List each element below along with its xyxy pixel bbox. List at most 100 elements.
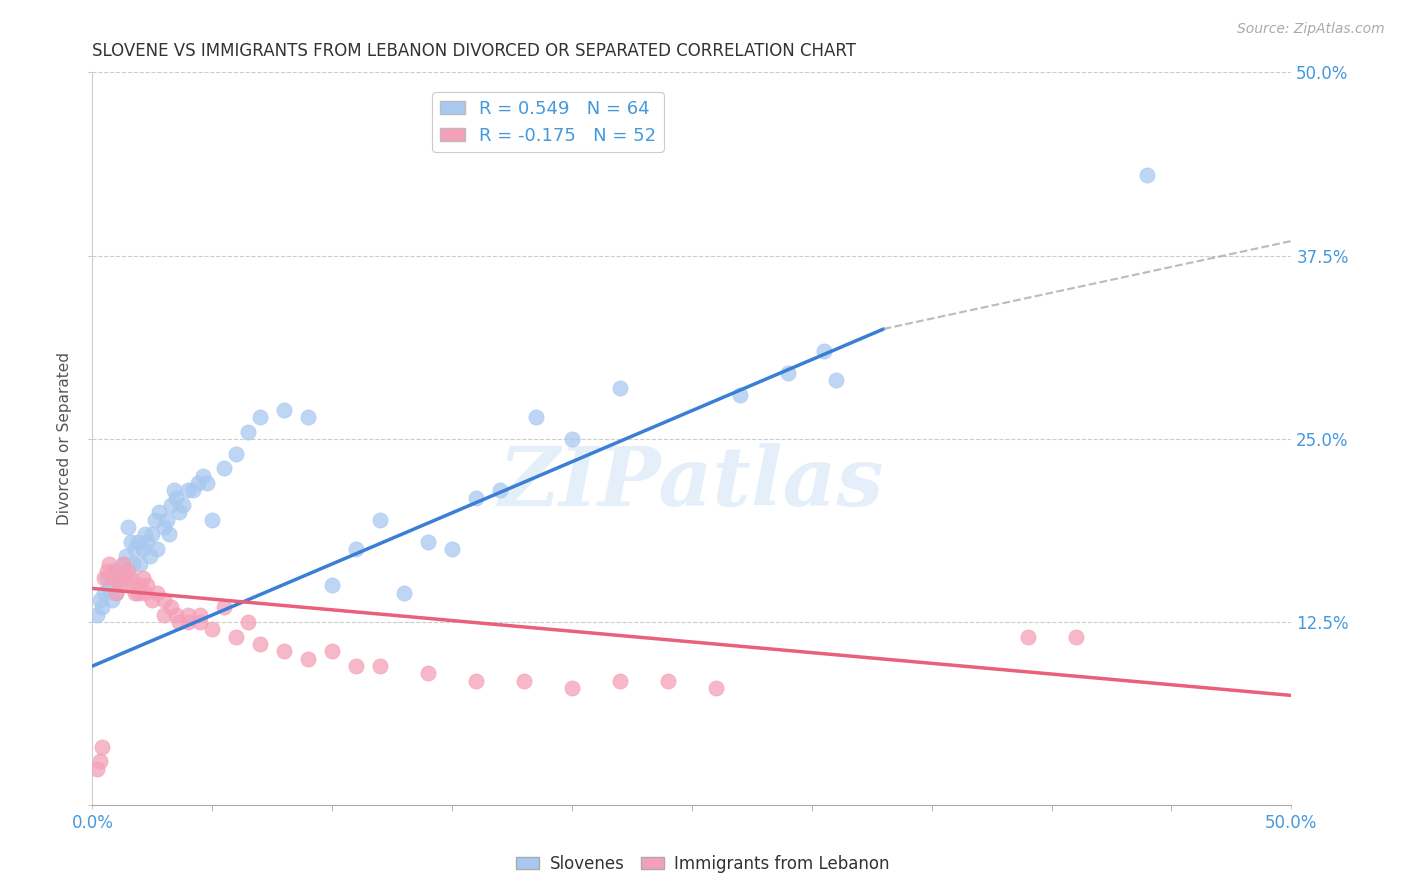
Point xyxy=(146,541,169,556)
Point xyxy=(609,673,631,688)
Legend: R = 0.549   N = 64, R = -0.175   N = 52: R = 0.549 N = 64, R = -0.175 N = 52 xyxy=(432,93,664,152)
Point xyxy=(117,520,139,534)
Point xyxy=(105,586,128,600)
Point xyxy=(153,593,176,607)
Point xyxy=(238,615,260,629)
Point xyxy=(148,505,170,519)
Point xyxy=(105,586,128,600)
Point xyxy=(136,534,159,549)
Point xyxy=(100,571,122,585)
Point xyxy=(172,498,194,512)
Point xyxy=(212,461,235,475)
Point xyxy=(157,527,180,541)
Point xyxy=(416,534,439,549)
Point xyxy=(657,673,679,688)
Point xyxy=(165,607,187,622)
Point xyxy=(728,388,751,402)
Point xyxy=(100,593,122,607)
Point xyxy=(122,578,145,592)
Point xyxy=(120,571,142,585)
Point xyxy=(103,564,125,578)
Point xyxy=(156,512,179,526)
Point xyxy=(201,623,224,637)
Point xyxy=(321,578,343,592)
Point xyxy=(181,483,204,498)
Point xyxy=(134,586,156,600)
Point xyxy=(776,366,799,380)
Point xyxy=(98,557,121,571)
Point xyxy=(89,755,111,769)
Point xyxy=(127,534,149,549)
Y-axis label: Divorced or Separated: Divorced or Separated xyxy=(58,352,72,525)
Point xyxy=(1136,168,1159,182)
Point xyxy=(90,600,112,615)
Point xyxy=(107,578,129,592)
Point xyxy=(561,681,583,695)
Point xyxy=(163,483,186,498)
Point xyxy=(524,409,547,424)
Point xyxy=(127,586,149,600)
Point xyxy=(136,578,159,592)
Point xyxy=(117,564,139,578)
Point xyxy=(122,557,145,571)
Point xyxy=(188,615,211,629)
Point xyxy=(201,512,224,526)
Point xyxy=(139,549,162,564)
Point xyxy=(115,571,138,585)
Point xyxy=(96,564,118,578)
Point xyxy=(489,483,512,498)
Point xyxy=(465,491,488,505)
Point xyxy=(344,541,367,556)
Point xyxy=(120,534,142,549)
Point xyxy=(225,630,247,644)
Point xyxy=(129,557,152,571)
Point xyxy=(167,505,190,519)
Text: Source: ZipAtlas.com: Source: ZipAtlas.com xyxy=(1237,22,1385,37)
Point xyxy=(704,681,727,695)
Text: ZIPatlas: ZIPatlas xyxy=(499,442,884,523)
Point xyxy=(110,578,132,592)
Point xyxy=(273,402,295,417)
Point xyxy=(513,673,536,688)
Point xyxy=(124,586,146,600)
Point xyxy=(212,600,235,615)
Point xyxy=(134,527,156,541)
Point xyxy=(813,343,835,358)
Point xyxy=(1017,630,1039,644)
Point xyxy=(141,593,163,607)
Point xyxy=(93,571,115,585)
Point xyxy=(609,381,631,395)
Text: SLOVENE VS IMMIGRANTS FROM LEBANON DIVORCED OR SEPARATED CORRELATION CHART: SLOVENE VS IMMIGRANTS FROM LEBANON DIVOR… xyxy=(93,42,856,60)
Point xyxy=(824,373,846,387)
Point xyxy=(249,409,271,424)
Point xyxy=(177,607,200,622)
Point xyxy=(1064,630,1087,644)
Point xyxy=(297,652,319,666)
Point xyxy=(107,571,129,585)
Point xyxy=(153,520,176,534)
Point xyxy=(129,578,152,592)
Point xyxy=(238,425,260,439)
Point xyxy=(98,582,121,596)
Point xyxy=(160,498,183,512)
Point xyxy=(93,586,115,600)
Point xyxy=(153,607,176,622)
Point xyxy=(103,571,125,585)
Point xyxy=(273,644,295,658)
Point xyxy=(249,637,271,651)
Point xyxy=(177,483,200,498)
Point xyxy=(368,512,391,526)
Point xyxy=(105,564,128,578)
Point xyxy=(115,549,138,564)
Point xyxy=(165,491,187,505)
Point xyxy=(321,644,343,658)
Point xyxy=(344,659,367,673)
Point xyxy=(416,666,439,681)
Point xyxy=(124,541,146,556)
Point xyxy=(561,432,583,446)
Point xyxy=(146,586,169,600)
Point xyxy=(131,541,153,556)
Point xyxy=(112,557,135,571)
Point xyxy=(110,571,132,585)
Point xyxy=(197,475,219,490)
